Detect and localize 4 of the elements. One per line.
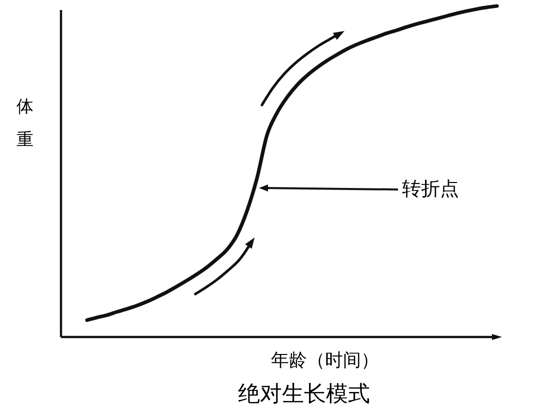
annotation: 转折点	[402, 178, 459, 200]
text: 绝对生长模式	[238, 382, 370, 407]
y-axis-title: 体重	[15, 84, 35, 148]
x-axis-title: 年龄（时间）	[271, 350, 379, 371]
